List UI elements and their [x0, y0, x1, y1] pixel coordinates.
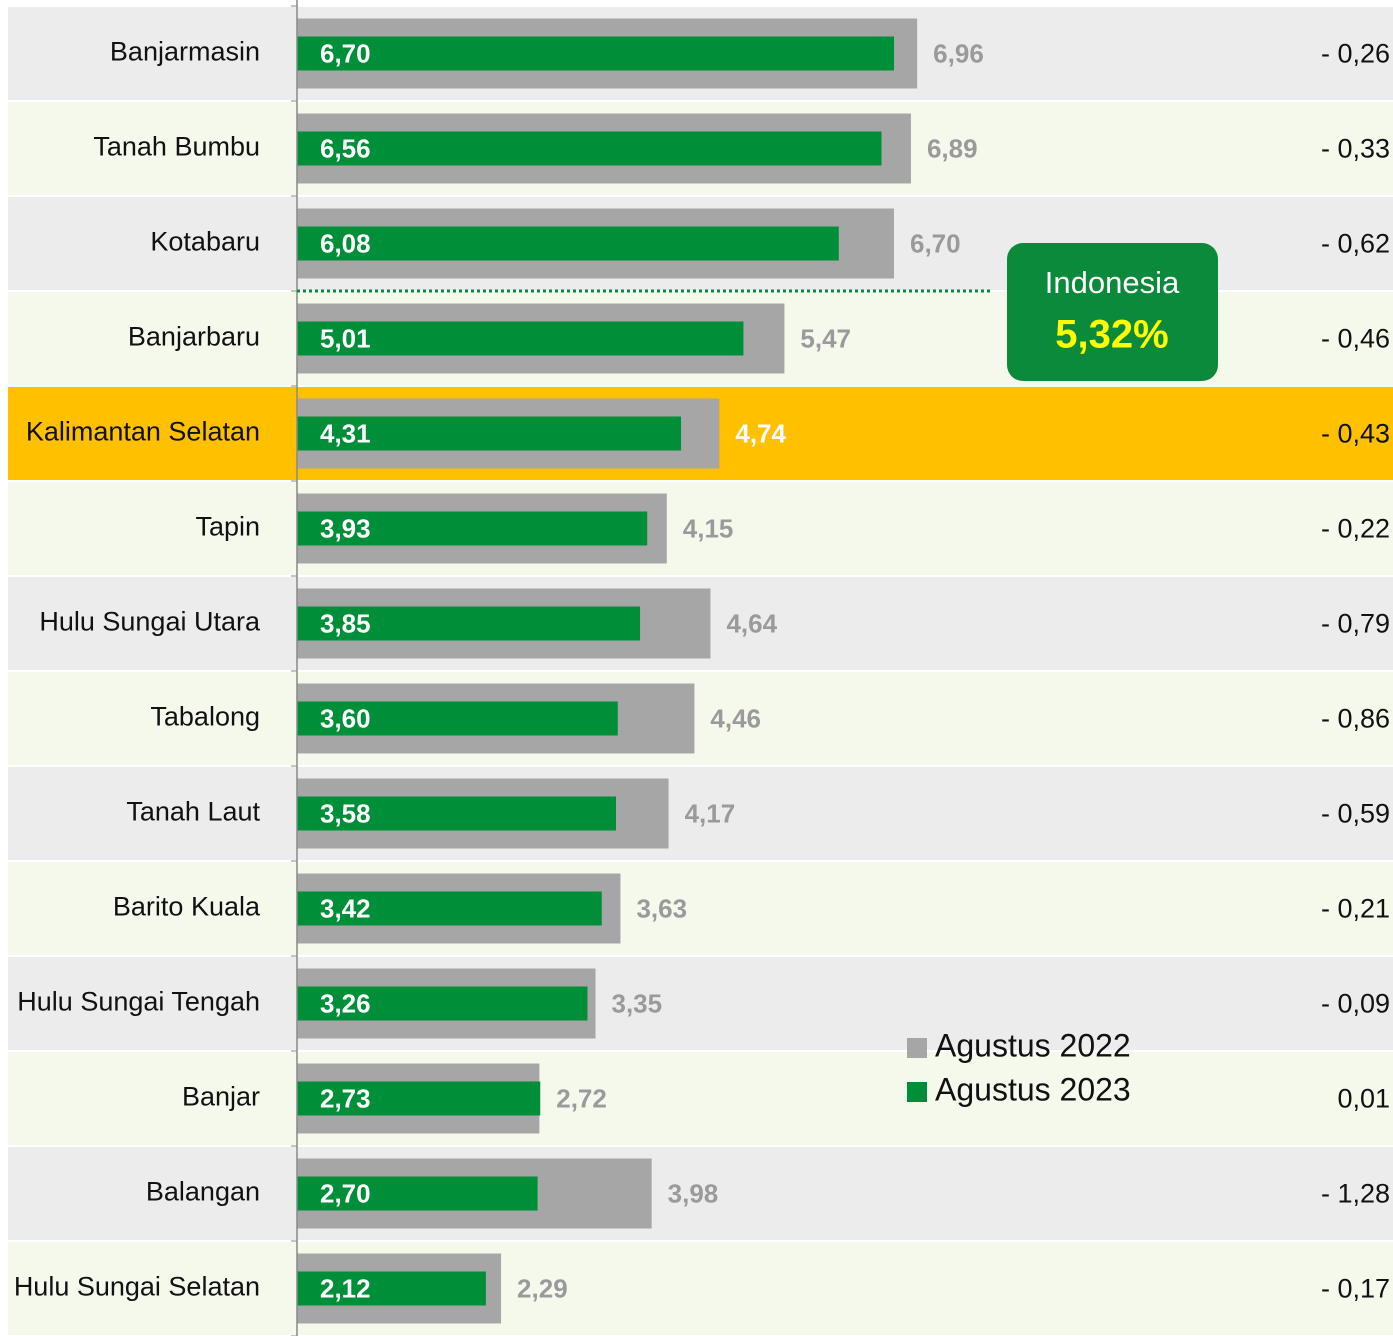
legend-label: Agustus 2022: [935, 1027, 1131, 1063]
bar: [297, 796, 616, 831]
bar: [297, 701, 618, 736]
reference-value: 5,32%: [1055, 313, 1168, 357]
bar: [297, 1081, 541, 1116]
change-label: - 0,09: [1321, 989, 1390, 1019]
value-label: 2,73: [320, 1083, 371, 1113]
change-label: - 0,21: [1321, 894, 1390, 924]
value-label: 4,74: [735, 418, 786, 448]
legend-swatch: [907, 1038, 927, 1058]
row-band: [8, 767, 1393, 860]
value-label: 6,89: [927, 133, 978, 163]
value-label: 3,60: [320, 703, 371, 733]
change-label: - 0,26: [1321, 39, 1390, 69]
bar: [297, 226, 839, 261]
value-label: 4,46: [710, 703, 761, 733]
category-label: Tanah Bumbu: [93, 132, 260, 162]
row-band: [8, 1052, 1393, 1145]
category-label: Banjar: [182, 1082, 260, 1112]
value-label: 3,93: [320, 513, 371, 543]
row-band: [8, 672, 1393, 765]
value-label: 4,31: [320, 418, 371, 448]
category-label: Kotabaru: [150, 227, 260, 257]
value-label: 3,26: [320, 988, 371, 1018]
value-label: 3,35: [612, 988, 663, 1018]
value-label: 4,15: [683, 513, 734, 543]
category-label: Tabalong: [150, 702, 260, 732]
change-label: - 0,79: [1321, 609, 1390, 639]
category-label: Tanah Laut: [126, 797, 260, 827]
value-label: 4,17: [685, 798, 736, 828]
bar: [297, 1271, 486, 1306]
change-label: - 0,86: [1321, 704, 1390, 734]
category-label: Banjarmasin: [110, 37, 260, 67]
value-label: 3,85: [320, 608, 371, 638]
value-label: 6,70: [910, 228, 961, 258]
bar: [297, 511, 648, 546]
change-label: - 0,46: [1321, 324, 1390, 354]
reference-box: [1007, 243, 1218, 381]
bar: [297, 1176, 538, 1211]
value-label: 6,70: [320, 38, 371, 68]
value-label: 2,70: [320, 1178, 371, 1208]
bar: [297, 321, 744, 356]
row-band: [8, 1242, 1393, 1335]
category-label: Hulu Sungai Tengah: [17, 987, 260, 1017]
bar: [297, 131, 882, 166]
change-label: 0,01: [1337, 1084, 1390, 1114]
category-label: Banjarbaru: [128, 322, 260, 352]
value-label: 5,01: [320, 323, 371, 353]
bar: [297, 36, 895, 71]
change-label: - 0,17: [1321, 1274, 1390, 1304]
reference-label: Indonesia: [1045, 265, 1180, 300]
bar: [297, 891, 602, 926]
value-label: 3,58: [320, 798, 371, 828]
value-label: 3,42: [320, 893, 371, 923]
change-label: - 1,28: [1321, 1179, 1390, 1209]
value-label: 6,08: [320, 228, 371, 258]
category-label: Hulu Sungai Utara: [39, 607, 261, 637]
bar: [297, 606, 641, 641]
value-label: 2,12: [320, 1273, 371, 1303]
value-label: 3,98: [668, 1178, 719, 1208]
bar: [297, 416, 682, 451]
row-band: [8, 957, 1393, 1050]
value-label: 2,29: [517, 1273, 568, 1303]
value-label: 2,72: [556, 1083, 607, 1113]
category-label: Hulu Sungai Selatan: [14, 1272, 260, 1302]
category-label: Balangan: [146, 1177, 260, 1207]
change-label: - 0,59: [1321, 799, 1390, 829]
category-label: Tapin: [195, 512, 260, 542]
legend-label: Agustus 2023: [935, 1071, 1131, 1107]
value-label: 6,56: [320, 133, 371, 163]
value-label: 5,47: [800, 323, 851, 353]
change-label: - 0,22: [1321, 514, 1390, 544]
row-band: [8, 862, 1393, 955]
value-label: 4,64: [726, 608, 777, 638]
change-label: - 0,33: [1321, 134, 1390, 164]
change-label: - 0,43: [1321, 419, 1390, 449]
category-label: Kalimantan Selatan: [26, 417, 260, 447]
row-band: [8, 1147, 1393, 1240]
bar: [297, 986, 588, 1021]
value-label: 6,96: [933, 38, 984, 68]
value-label: 3,63: [636, 893, 687, 923]
legend-swatch: [907, 1082, 927, 1102]
category-label: Barito Kuala: [113, 892, 261, 922]
change-label: - 0,62: [1321, 229, 1390, 259]
row-band: [8, 482, 1393, 575]
